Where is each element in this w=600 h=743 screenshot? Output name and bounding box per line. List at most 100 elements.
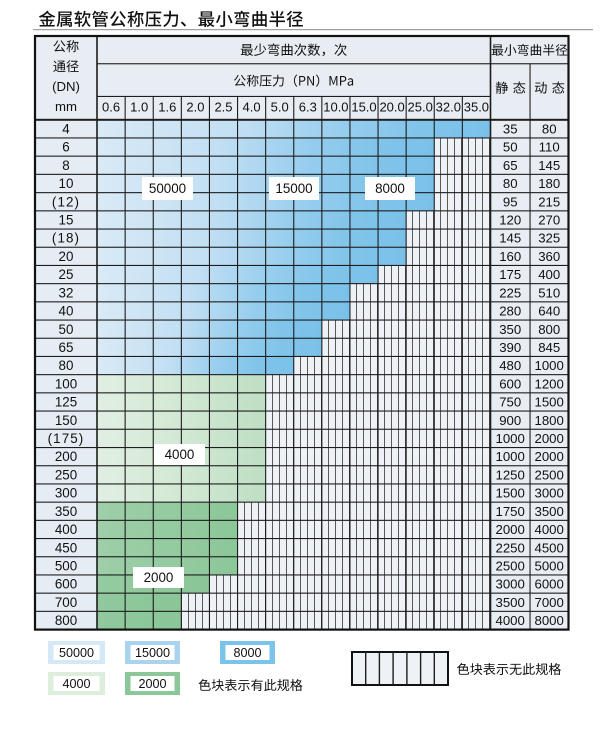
svg-text:(DN): (DN) [52,79,80,94]
svg-text:15: 15 [59,213,74,228]
svg-text:65: 65 [59,340,74,355]
svg-text:160: 160 [499,249,521,264]
svg-text:600: 600 [55,577,77,592]
svg-text:(18): (18) [52,231,80,246]
svg-text:1750: 1750 [496,504,525,519]
svg-text:4000: 4000 [62,677,90,691]
svg-text:800: 800 [538,322,560,337]
svg-text:7000: 7000 [535,595,564,610]
svg-text:700: 700 [55,595,77,610]
svg-text:32: 32 [59,285,74,300]
svg-text:350: 350 [55,504,77,519]
svg-text:4: 4 [62,122,70,137]
svg-text:15000: 15000 [275,181,312,196]
svg-text:200: 200 [55,449,77,464]
svg-text:8000: 8000 [375,181,405,196]
svg-text:10: 10 [59,176,74,191]
svg-text:3500: 3500 [496,595,525,610]
svg-text:100: 100 [55,376,77,391]
svg-text:80: 80 [542,122,557,137]
svg-text:2000: 2000 [138,677,166,691]
svg-text:500: 500 [55,559,77,574]
svg-text:1000: 1000 [535,358,564,373]
svg-text:5.0: 5.0 [271,100,289,115]
svg-text:1500: 1500 [496,486,525,501]
svg-text:0.6: 0.6 [102,100,120,115]
svg-text:2500: 2500 [496,559,525,574]
svg-text:1.6: 1.6 [158,100,176,115]
svg-text:80: 80 [503,176,518,191]
svg-text:110: 110 [539,140,560,155]
svg-text:4000: 4000 [535,522,564,537]
svg-text:6000: 6000 [535,577,564,592]
svg-text:5000: 5000 [535,559,564,574]
svg-text:480: 480 [499,358,521,373]
svg-text:180: 180 [538,176,560,191]
svg-text:50000: 50000 [59,646,94,660]
svg-text:3000: 3000 [535,486,564,501]
svg-text:65: 65 [503,158,518,173]
svg-text:1800: 1800 [535,413,564,428]
svg-text:280: 280 [499,304,521,319]
svg-text:1000: 1000 [496,449,525,464]
svg-text:640: 640 [538,304,560,319]
svg-text:4000: 4000 [165,447,195,462]
svg-text:95: 95 [503,194,518,209]
svg-text:50: 50 [503,140,518,155]
svg-text:400: 400 [55,522,77,537]
svg-text:3500: 3500 [535,504,564,519]
svg-text:10.0: 10.0 [323,100,348,115]
svg-text:20: 20 [59,249,74,264]
svg-text:215: 215 [538,194,560,209]
svg-text:2250: 2250 [496,540,525,555]
svg-text:4500: 4500 [535,540,564,555]
svg-text:750: 750 [499,395,521,410]
svg-text:80: 80 [59,358,74,373]
svg-text:6: 6 [62,140,69,155]
svg-text:510: 510 [538,285,560,300]
svg-text:25.0: 25.0 [408,100,433,115]
svg-text:2.0: 2.0 [186,100,204,115]
svg-text:8000: 8000 [535,613,564,628]
svg-text:mm: mm [55,99,77,114]
svg-text:600: 600 [499,376,521,391]
svg-text:1.0: 1.0 [130,100,148,115]
svg-text:40: 40 [59,304,74,319]
svg-text:3000: 3000 [496,577,525,592]
svg-text:150: 150 [55,413,77,428]
svg-text:225: 225 [499,285,521,300]
svg-text:4000: 4000 [496,613,525,628]
svg-text:1000: 1000 [496,431,525,446]
svg-text:8000: 8000 [233,646,261,660]
svg-text:125: 125 [55,395,77,410]
svg-text:400: 400 [538,267,560,282]
svg-text:350: 350 [499,322,521,337]
svg-text:145: 145 [499,231,521,246]
svg-text:120: 120 [499,213,521,228]
svg-text:250: 250 [55,467,77,482]
svg-text:35.0: 35.0 [464,100,489,115]
svg-text:15.0: 15.0 [351,100,376,115]
svg-text:2000: 2000 [496,522,525,537]
svg-text:15000: 15000 [135,646,170,660]
svg-text:270: 270 [538,213,560,228]
svg-text:1250: 1250 [496,467,525,482]
svg-text:360: 360 [538,249,560,264]
svg-text:2500: 2500 [535,467,564,482]
svg-text:(12): (12) [52,194,80,209]
svg-text:6.3: 6.3 [299,100,317,115]
svg-text:50: 50 [59,322,74,337]
svg-text:300: 300 [55,486,77,501]
svg-text:1200: 1200 [535,376,564,391]
svg-text:450: 450 [55,540,77,555]
svg-text:2.5: 2.5 [214,100,232,115]
svg-text:2000: 2000 [535,449,564,464]
svg-text:325: 325 [538,231,560,246]
svg-text:175: 175 [499,267,521,282]
svg-text:32.0: 32.0 [436,100,461,115]
svg-text:50000: 50000 [149,181,186,196]
svg-text:145: 145 [538,158,560,173]
svg-text:8: 8 [62,158,69,173]
svg-text:(175): (175) [48,431,85,446]
svg-text:845: 845 [538,340,560,355]
